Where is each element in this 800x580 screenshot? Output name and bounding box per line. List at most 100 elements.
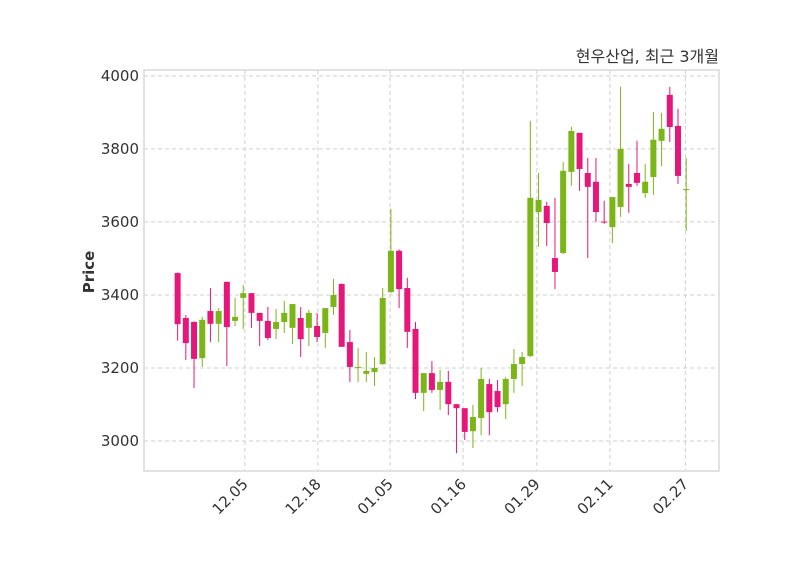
candle-body — [232, 316, 239, 321]
candle-up — [650, 111, 657, 195]
candle-body — [469, 416, 476, 432]
candle-up — [478, 368, 485, 436]
candle-body — [543, 205, 550, 224]
candle-body — [551, 258, 558, 272]
x-tick-label: 01.05 — [354, 475, 397, 518]
candle-body — [437, 381, 444, 390]
candle-down — [346, 330, 353, 382]
candle-body — [674, 125, 681, 176]
candle-body — [576, 132, 583, 169]
candle-body — [601, 221, 608, 223]
candle-body — [322, 308, 329, 333]
candle-up — [363, 351, 370, 382]
y-tick-label: 3200 — [101, 359, 139, 377]
y-tick-label: 3800 — [101, 140, 139, 158]
candle-up — [609, 197, 616, 244]
candle-body — [207, 311, 214, 324]
candle-body — [346, 342, 353, 367]
candle-body — [174, 273, 181, 325]
candle-body — [527, 197, 534, 356]
candle-body — [305, 312, 312, 328]
candle-body — [666, 94, 673, 127]
candle-down — [174, 272, 181, 341]
candle-body — [478, 378, 485, 419]
candle-body — [387, 250, 394, 293]
y-tick-label: 3400 — [101, 286, 139, 304]
x-tick-labels: 12.05 12.18 01.05 01.16 01.29 02.11 02.27 — [209, 475, 693, 518]
y-tick-label: 3600 — [101, 213, 139, 231]
candle-up — [469, 404, 476, 448]
candle-down — [396, 249, 403, 309]
candle-body — [535, 200, 542, 213]
plot-frame — [143, 69, 720, 472]
candle-body — [396, 250, 403, 290]
candle-body — [494, 391, 501, 408]
candle-body — [223, 281, 230, 328]
candle-body — [289, 304, 296, 328]
candle-down — [494, 380, 501, 413]
candle-body — [379, 297, 386, 364]
y-tick-labels: 3000 3200 3400 3600 3800 4000 — [101, 67, 139, 450]
candle-body — [510, 363, 517, 379]
candle-body — [453, 404, 460, 409]
candle-up — [642, 163, 649, 198]
candle-body — [248, 293, 255, 313]
y-axis-label: Price — [80, 251, 98, 294]
candle-body — [502, 378, 509, 405]
candle-up — [560, 162, 567, 255]
candle-down — [191, 321, 198, 389]
candle-body — [592, 181, 599, 213]
candle-down — [223, 281, 230, 367]
candle-body — [191, 321, 198, 359]
candle-body — [273, 321, 280, 329]
candle-body — [412, 328, 419, 393]
x-tick-label: 12.18 — [282, 475, 325, 518]
candle-down — [338, 283, 345, 347]
candle-down — [633, 140, 640, 186]
candle-body — [445, 381, 452, 405]
candle-body — [338, 284, 345, 347]
candle-body — [314, 326, 321, 337]
candle-body — [297, 317, 304, 340]
candle-body — [609, 197, 616, 228]
candle-body — [182, 317, 189, 344]
candle-down — [207, 288, 214, 343]
candle-down — [428, 361, 435, 393]
candle-body — [584, 172, 591, 187]
candle-down — [182, 315, 189, 360]
candle-body — [256, 312, 263, 321]
candle-down — [461, 408, 468, 440]
candle-up — [199, 316, 206, 367]
candle-body — [199, 319, 206, 359]
candle-up — [519, 351, 526, 386]
candle-down — [248, 293, 255, 328]
candle-up — [289, 304, 296, 344]
candle-down — [601, 200, 608, 224]
candle-up — [658, 112, 665, 167]
candle-body — [404, 288, 411, 332]
candle-body — [486, 384, 493, 413]
candle-body — [625, 183, 632, 187]
candle-up — [568, 126, 575, 186]
candle-body — [519, 357, 526, 364]
candle-down — [297, 307, 304, 358]
candle-up — [330, 278, 337, 316]
y-tick-label: 3000 — [101, 432, 139, 450]
candle-body — [428, 373, 435, 390]
candle-up — [437, 369, 444, 411]
x-tick-label: 02.11 — [574, 475, 617, 518]
chart-title: 현우산업, 최근 3개월 — [576, 47, 719, 66]
candle-body — [420, 373, 427, 393]
candle-body — [683, 189, 690, 191]
candle-up — [273, 308, 280, 340]
candle-body — [642, 181, 649, 194]
x-tick-label: 01.29 — [501, 475, 544, 518]
candle-up — [355, 347, 362, 382]
candle-down — [314, 312, 321, 343]
candle-body — [560, 170, 567, 253]
candle-down — [674, 108, 681, 184]
candle-up — [371, 357, 378, 386]
candle-body — [461, 408, 468, 432]
